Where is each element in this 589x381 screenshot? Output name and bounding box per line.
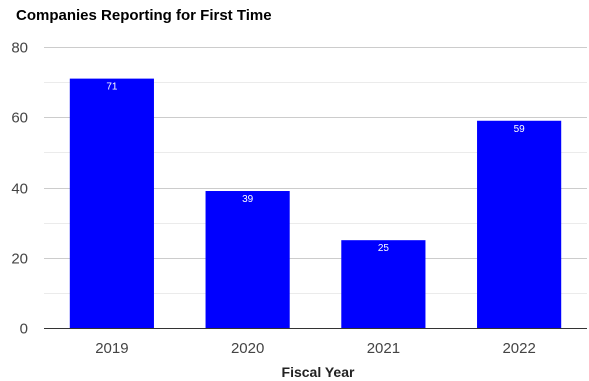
x-axis-title: Fiscal Year <box>282 364 355 380</box>
bar-2020 <box>205 191 290 328</box>
data-label: 39 <box>242 194 254 205</box>
bar-2019 <box>69 78 154 328</box>
data-labels: 71 39 25 59 <box>106 82 525 255</box>
x-tick-label: 2021 <box>367 340 400 357</box>
data-label: 59 <box>514 124 526 135</box>
data-label: 25 <box>378 243 390 254</box>
y-tick-label: 40 <box>11 181 28 198</box>
x-tick-label: 2020 <box>231 340 264 357</box>
y-tick-label: 0 <box>20 321 28 338</box>
bar-2021 <box>341 240 426 328</box>
x-tick-label: 2022 <box>502 340 535 357</box>
bars <box>69 78 562 328</box>
y-tick-label: 20 <box>11 251 28 268</box>
x-axis: 2019 2020 2021 2022 <box>44 328 587 357</box>
y-axis: 0 20 40 60 80 <box>11 40 28 338</box>
x-tick-label: 2019 <box>95 340 128 357</box>
chart-title: Companies Reporting for First Time <box>16 7 272 24</box>
y-tick-label: 60 <box>11 110 28 127</box>
y-tick-label: 80 <box>11 40 28 57</box>
data-label: 71 <box>106 82 118 93</box>
bar-2022 <box>477 120 562 328</box>
